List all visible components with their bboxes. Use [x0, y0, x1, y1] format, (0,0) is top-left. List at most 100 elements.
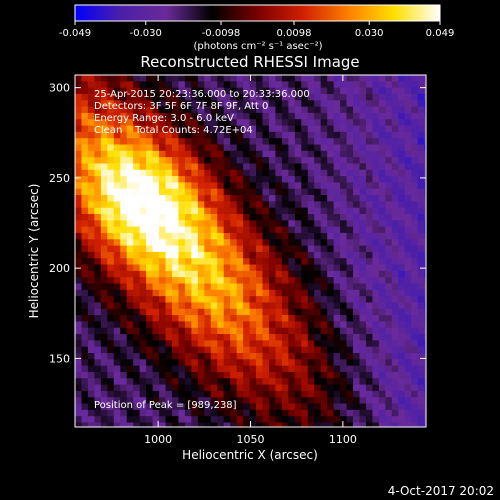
heatmap-cell — [346, 245, 354, 253]
heatmap-cell — [191, 226, 199, 234]
heatmap-cell — [81, 283, 89, 291]
heatmap-cell — [236, 315, 244, 322]
heatmap-cell — [223, 226, 231, 234]
heatmap-cell — [171, 315, 180, 322]
heatmap-cell — [184, 321, 192, 329]
heatmap-cell — [281, 119, 289, 127]
heatmap-cell — [262, 239, 270, 247]
heatmap-cell — [159, 346, 167, 354]
heatmap-cell — [191, 176, 199, 184]
heatmap-cell — [236, 397, 244, 405]
heatmap-cell — [340, 352, 348, 360]
heatmap-cell — [107, 125, 115, 133]
heatmap-cell — [333, 195, 341, 202]
heatmap-cell — [314, 352, 322, 360]
heatmap-cell — [159, 213, 167, 221]
heatmap-cell — [411, 169, 419, 177]
heatmap-cell — [268, 112, 277, 120]
heatmap-cell — [178, 213, 186, 221]
heatmap-cell — [294, 195, 302, 202]
heatmap-cell — [113, 207, 121, 215]
heatmap-cell — [197, 352, 205, 360]
heatmap-cell — [236, 75, 244, 82]
heatmap-cell — [75, 100, 83, 108]
heatmap-cell — [171, 87, 180, 95]
heatmap-cell — [359, 245, 367, 253]
heatmap-cell — [81, 308, 89, 316]
heatmap-cell — [275, 75, 283, 82]
heatmap-cell — [275, 239, 283, 247]
heatmap-cell — [301, 169, 309, 177]
heatmap-cell — [223, 182, 231, 190]
heatmap-cell — [398, 277, 406, 285]
heatmap-cell — [378, 150, 386, 158]
heatmap-cell — [204, 100, 212, 108]
heatmap-cell — [197, 397, 205, 405]
heatmap-cell — [340, 93, 348, 101]
heatmap-cell — [411, 131, 419, 139]
heatmap-cell — [404, 207, 412, 215]
heatmap-cell — [398, 75, 406, 82]
heatmap-cell — [184, 251, 192, 259]
heatmap-cell — [217, 384, 225, 392]
heatmap-cell — [307, 296, 315, 304]
heatmap-cell — [243, 119, 251, 127]
heatmap-cell — [275, 131, 283, 139]
heatmap-cell — [113, 125, 121, 133]
heatmap-cell — [197, 125, 205, 133]
heatmap-cell — [359, 264, 367, 272]
heatmap-cell — [94, 144, 102, 152]
heatmap-cell — [165, 296, 173, 304]
heatmap-cell — [314, 150, 322, 158]
heatmap-cell — [191, 270, 199, 278]
heatmap-cell — [314, 93, 322, 101]
heatmap-cell — [139, 315, 147, 322]
heatmap-cell — [223, 207, 231, 215]
heatmap-cell — [113, 327, 121, 335]
heatmap-cell — [75, 371, 83, 379]
heatmap-cell — [236, 220, 244, 228]
heatmap-cell — [372, 270, 380, 278]
heatmap-cell — [210, 416, 218, 424]
heatmap-cell — [178, 352, 186, 360]
heatmap-cell — [249, 270, 257, 278]
heatmap-cell — [184, 87, 192, 95]
heatmap-cell — [385, 384, 393, 392]
heatmap-cell — [165, 283, 173, 291]
heatmap-cell — [146, 125, 154, 133]
heatmap-cell — [411, 119, 419, 127]
heatmap-cell — [81, 131, 89, 139]
heatmap-cell — [152, 365, 160, 373]
heatmap-cell — [262, 169, 270, 177]
heatmap-cell — [320, 93, 328, 101]
footer-date: 4-Oct-2017 20:02 — [388, 484, 494, 498]
heatmap-cell — [249, 75, 257, 82]
heatmap-cell — [184, 112, 192, 120]
heatmap-cell — [301, 359, 309, 367]
heatmap-cell — [404, 403, 412, 411]
heatmap-cell — [139, 201, 147, 209]
heatmap-cell — [398, 283, 406, 291]
heatmap-cell — [243, 321, 251, 329]
heatmap-cell — [75, 207, 83, 215]
heatmap-cell — [359, 106, 367, 114]
heatmap-cell — [398, 220, 406, 228]
heatmap-cell — [113, 258, 121, 266]
heatmap-cell — [404, 81, 412, 89]
heatmap-cell — [197, 195, 205, 202]
heatmap-cell — [139, 283, 147, 291]
heatmap-cell — [411, 239, 419, 247]
heatmap-cell — [210, 397, 218, 405]
heatmap-cell — [249, 245, 257, 253]
heatmap-cell — [346, 125, 354, 133]
heatmap-cell — [146, 182, 154, 190]
heatmap-cell — [404, 112, 412, 120]
heatmap-cell — [346, 131, 354, 139]
heatmap-cell — [256, 150, 264, 158]
heatmap-cell — [107, 352, 115, 360]
heatmap-cell — [217, 169, 225, 177]
heatmap-cell — [294, 264, 302, 272]
heatmap-cell — [288, 321, 296, 329]
heatmap-cell — [100, 169, 108, 177]
heatmap-cell — [268, 403, 277, 411]
